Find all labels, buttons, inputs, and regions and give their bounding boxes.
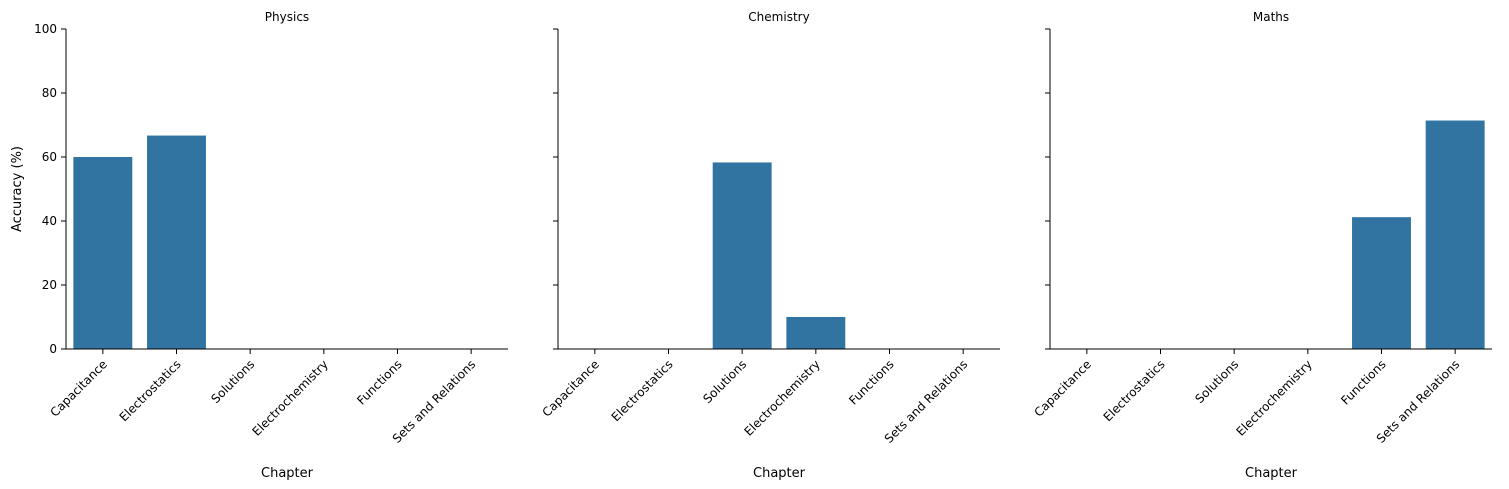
panel-title: Chemistry — [748, 10, 809, 24]
panel-title: Maths — [1253, 10, 1289, 24]
x-tick-label: Electrochemistry — [1233, 357, 1314, 438]
x-tick-label: Sets and Relations — [390, 357, 479, 446]
bar-solutions — [712, 162, 772, 349]
y-tick-label: 100 — [34, 22, 57, 36]
x-tick-label: Functions — [846, 357, 896, 407]
x-tick-label: Sets and Relations — [1374, 357, 1463, 446]
x-axis-label: Chapter — [261, 466, 314, 481]
x-axis-label: Chapter — [753, 466, 806, 481]
x-tick-label: Capacitance — [1032, 357, 1094, 419]
x-tick-label: Solutions — [208, 357, 257, 406]
bar-functions — [1352, 217, 1411, 349]
bar-capacitance — [73, 157, 133, 349]
x-tick-label: Electrostatics — [609, 357, 676, 424]
y-tick-label: 20 — [42, 278, 57, 292]
x-tick-label: Electrochemistry — [741, 357, 822, 438]
panel-physics: 0 20 40 60 80 100 Capacitance Electrostatics Sol… — [34, 10, 508, 481]
x-tick-label: Solutions — [1192, 357, 1241, 406]
x-tick-label: Electrostatics — [117, 357, 184, 424]
bar-sets-and-relations — [1425, 120, 1485, 350]
y-tick-label: 60 — [42, 150, 57, 164]
panel-chemistry: Capacitance Electrostatics SolutionsElectr… — [540, 10, 1000, 481]
x-tick-label: Capacitance — [48, 357, 110, 419]
x-tick-label: Electrostatics — [1101, 357, 1168, 424]
x-tick-label: Electrochemistry — [249, 357, 330, 438]
x-tick-label: Functions — [354, 357, 404, 407]
panel-title: Physics — [265, 10, 309, 24]
x-axis-label: Chapter — [1245, 466, 1298, 481]
x-tick-label: Solutions — [700, 357, 749, 406]
x-tick-label: Capacitance — [540, 357, 602, 419]
y-tick-label: 0 — [49, 342, 57, 356]
bar-electrochemistry — [786, 317, 846, 349]
x-tick-label: Sets and Relations — [882, 357, 971, 446]
y-axis-label: Accuracy (%) — [10, 146, 25, 232]
panel-maths: Capacitance Electrostatics SolutionsElectr… — [1032, 10, 1492, 481]
y-tick-label: 80 — [42, 86, 57, 100]
x-tick-label: Functions — [1338, 357, 1388, 407]
y-tick-label: 40 — [42, 214, 57, 228]
bar-electrostatics — [147, 135, 206, 349]
